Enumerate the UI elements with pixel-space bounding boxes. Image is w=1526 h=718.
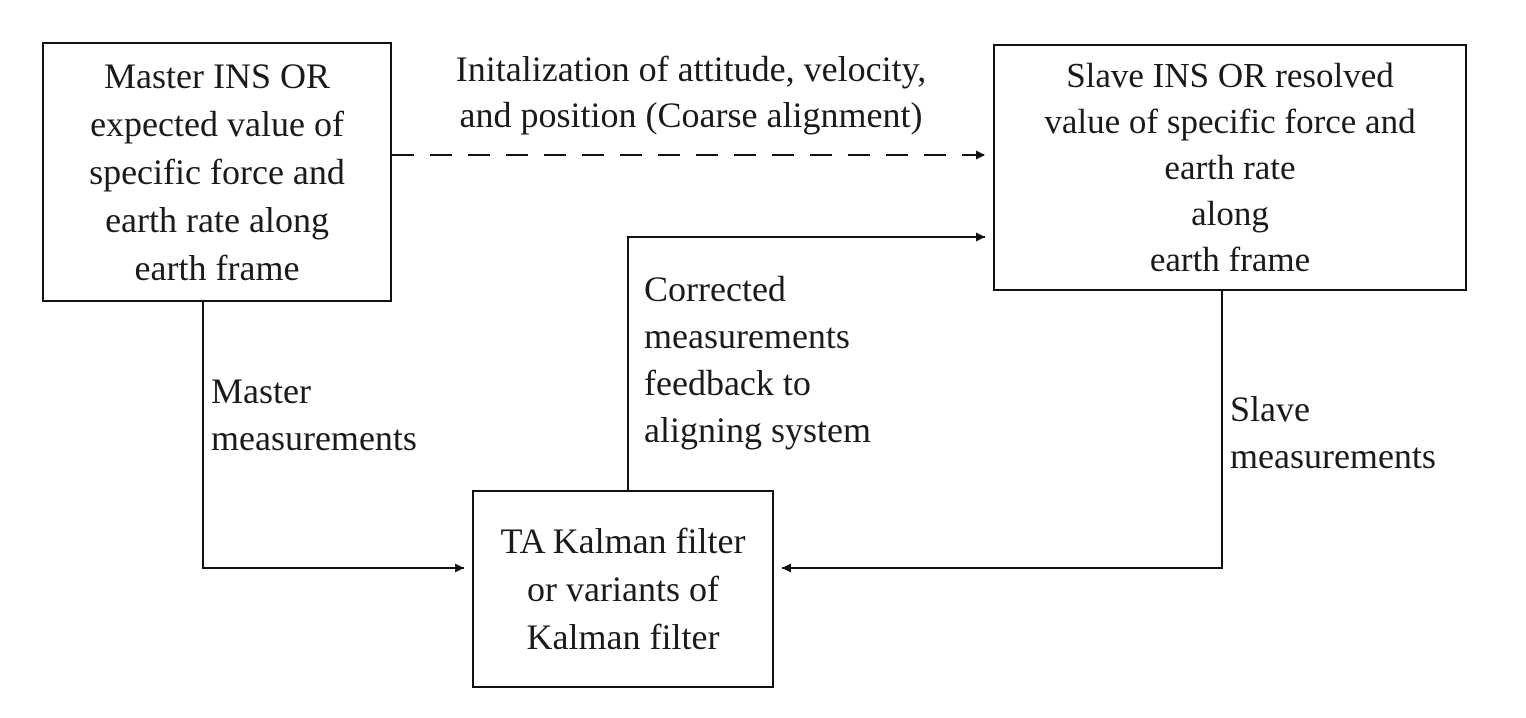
coarse-alignment-label-line: and position (Coarse alignment) (459, 95, 923, 135)
coarse-alignment-label: Initalization of attitude, velocity, and… (396, 46, 986, 138)
master-box-line: earth rate along (105, 200, 329, 240)
feedback-label-line: feedback to (644, 363, 811, 403)
kalman-box-line: Kalman filter (526, 617, 720, 657)
slave-box-line: earth rate (1164, 147, 1296, 187)
kalman-filter-box: TA Kalman filter or variants of Kalman f… (472, 490, 774, 688)
slave-measurements-label-line: measurements (1230, 436, 1436, 476)
slave-ins-box: Slave INS OR resolved value of specific … (993, 44, 1467, 291)
coarse-alignment-label-line: Initalization of attitude, velocity, (455, 49, 927, 89)
master-box-line: expected value of (90, 104, 344, 144)
feedback-arrow (627, 232, 985, 490)
slave-measurements-arrow (782, 290, 1223, 573)
slave-box-line: earth frame (1149, 239, 1311, 279)
master-measurements-arrow (202, 302, 464, 573)
feedback-label-line: aligning system (644, 410, 871, 450)
master-box-line: earth frame (134, 248, 300, 288)
slave-box-line: Slave INS OR resolved (1066, 55, 1394, 95)
kalman-box-line: TA Kalman filter (500, 521, 746, 561)
slave-measurements-label: Slave measurements (1230, 386, 1436, 480)
master-box-line: Master INS OR (104, 56, 330, 96)
slave-box-line: value of specific force and (1044, 101, 1416, 141)
slave-box-line: along (1191, 193, 1269, 233)
slave-measurements-label-line: Slave (1230, 389, 1310, 429)
feedback-label: Corrected measurements feedback to align… (644, 266, 871, 454)
feedback-label-line: Corrected (644, 269, 786, 309)
master-box-line: specific force and (89, 152, 345, 192)
master-measurements-label-line: Master (211, 371, 311, 411)
master-ins-box: Master INS OR expected value of specific… (42, 42, 392, 302)
master-measurements-label: Master measurements (211, 368, 417, 462)
feedback-label-line: measurements (644, 316, 850, 356)
kalman-box-line: or variants of (527, 569, 719, 609)
master-measurements-label-line: measurements (211, 418, 417, 458)
